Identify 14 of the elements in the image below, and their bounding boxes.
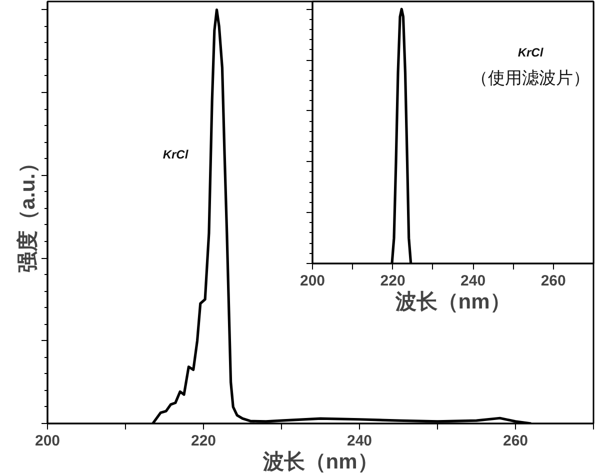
x-tick-label: 220 — [380, 272, 406, 290]
x-tick-label: 240 — [460, 272, 486, 290]
x-tick-label: 260 — [540, 272, 566, 290]
x-tick-label: 260 — [502, 432, 528, 450]
x-axis-title: 波长（nm） — [394, 290, 511, 314]
annotation: （使用滤波片） — [471, 68, 590, 88]
x-tick-label: 200 — [34, 432, 60, 450]
x-tick-label: 200 — [300, 272, 326, 290]
annotation: KrCl — [162, 148, 189, 162]
annotation: KrCl — [518, 46, 544, 60]
x-axis-title: 波长（nm） — [262, 450, 378, 474]
x-tick-label: 240 — [346, 432, 372, 450]
x-tick-label: 220 — [190, 432, 216, 450]
y-axis-title: 强度（a.u.） — [16, 152, 40, 273]
